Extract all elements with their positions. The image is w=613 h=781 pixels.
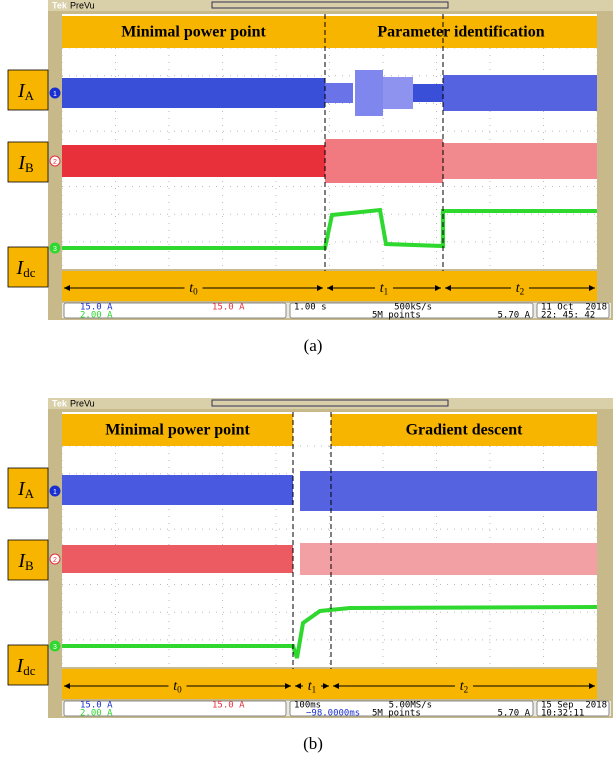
time: 22: 45: 42 <box>541 311 595 321</box>
signal-label-sub: dc <box>23 265 36 280</box>
section-title: Minimal power point <box>121 24 266 41</box>
trigger-level: 5.70 A <box>497 709 530 719</box>
trace-ia <box>383 77 413 109</box>
trace-ib <box>62 145 325 177</box>
trace-ia <box>62 475 293 505</box>
caption: (a) <box>304 336 323 355</box>
signal-label-sub: B <box>25 558 34 573</box>
trace-ib <box>325 139 443 183</box>
trace-ia <box>443 75 597 111</box>
trace-ia <box>62 78 325 108</box>
trace-ib <box>62 545 293 573</box>
interval-label-sub: 2 <box>464 685 469 695</box>
trace-ia <box>413 84 443 102</box>
status-ch3: 2.00 A <box>80 709 113 719</box>
interval-label-sub: 2 <box>520 287 525 297</box>
record-length: 5M points <box>372 709 421 719</box>
brand: Tek <box>52 0 68 10</box>
interval-bar <box>62 669 597 699</box>
brand: Tek <box>52 398 68 408</box>
page: TekPreVuMinimal power pointParameter ide… <box>0 0 613 781</box>
record-length: 5M points <box>372 311 421 321</box>
signal-label-sub: dc <box>23 663 36 678</box>
trace-ia <box>300 471 597 511</box>
timebase: 1.00 s <box>294 303 327 313</box>
status-ch2: 15.0 A <box>212 701 245 711</box>
channel-number: 2 <box>53 159 57 166</box>
interval-label-sub: 1 <box>384 287 389 297</box>
section-title: Gradient descent <box>406 422 524 439</box>
mode: PreVu <box>70 0 95 10</box>
channel-number: 1 <box>53 91 57 98</box>
mode: PreVu <box>70 398 95 408</box>
interval-label-sub: 0 <box>177 685 182 695</box>
interval-label-sub: 1 <box>312 685 317 695</box>
section-title: Parameter identification <box>377 24 544 41</box>
time: 10:32:11 <box>541 709 584 719</box>
trace-ia <box>325 83 353 103</box>
signal-label-sub: A <box>25 88 35 103</box>
signal-label-sub: A <box>25 486 35 501</box>
trigger-level: 5.70 A <box>497 311 530 321</box>
trace-ib <box>443 143 597 179</box>
figure: TekPreVuMinimal power pointParameter ide… <box>0 0 613 781</box>
channel-number: 2 <box>53 557 57 564</box>
channel-number: 1 <box>53 489 57 496</box>
interval-label-sub: 0 <box>193 287 198 297</box>
status-ch3: 2.00 A <box>80 311 113 321</box>
status-ch2: 15.0 A <box>212 303 245 313</box>
trace-ia <box>355 70 383 116</box>
year: 2018 <box>585 701 607 711</box>
section-title: Minimal power point <box>105 422 250 439</box>
signal-label-sub: B <box>25 160 34 175</box>
caption: (b) <box>303 734 323 753</box>
trace-ib <box>300 543 597 575</box>
channel-number: 3 <box>53 246 57 253</box>
time-offset: −98.0000ms <box>306 709 360 719</box>
channel-number: 3 <box>53 644 57 651</box>
